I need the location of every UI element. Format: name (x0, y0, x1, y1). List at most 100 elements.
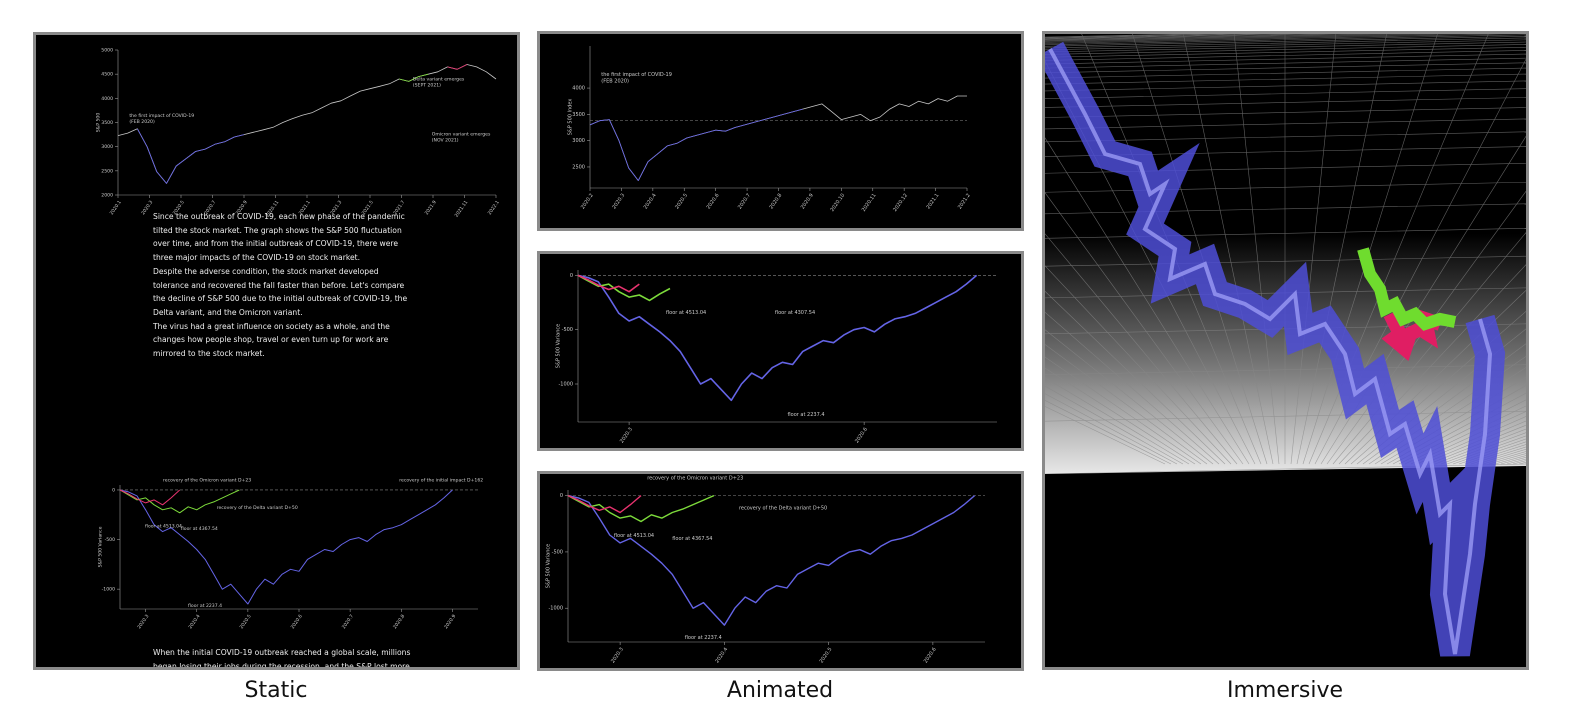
grid-line-3d (1045, 34, 1526, 46)
annotation: floor at 2237.4 (788, 412, 825, 418)
annotation: floor at 4513.04 (614, 533, 654, 539)
y-tick-label: 5000 (101, 48, 113, 54)
annotation: (NOV 2021) (432, 138, 459, 144)
x-tick-label: 2020.2 (580, 193, 595, 211)
grid-line-3d (1045, 57, 1526, 69)
annotation: Omicron variant emerges (432, 132, 491, 138)
grid-line-3d (1045, 46, 1526, 58)
scene-3d (1045, 34, 1526, 667)
annotation: (FEB 2020) (601, 78, 629, 84)
x-tick-label: 2021.1 (925, 193, 940, 211)
paragraph: When the initial COVID-19 outbreak reach… (153, 648, 411, 670)
grid-line-3d (1233, 34, 1280, 465)
series-line (399, 73, 429, 82)
y-tick-label: 2500 (572, 164, 585, 170)
grid-line-3d (1045, 34, 1371, 41)
grid-line-3d (1045, 62, 1526, 74)
animated-panel: S&P 500 Variance -1000 -500 0 2020.3 2020.4 20… (537, 471, 1024, 671)
grid-line-3d (1045, 367, 1196, 465)
grid-line-3d (1302, 34, 1438, 465)
grid-line-3d (1045, 344, 1208, 465)
grid-line-3d (1045, 131, 1526, 143)
annotation: (SEPT 2021) (413, 83, 441, 89)
annotation: floor at 2237.4 (188, 603, 222, 609)
caption: Immersive (1226, 678, 1344, 703)
chart: S&P 500 Variance -1000 -500 0 2020.3 2020.4 20… (546, 475, 985, 665)
series-line (589, 108, 803, 181)
animated-panel: S&P 500 Index 2500 3000 3500 4000 2020.2 2020.… (537, 31, 1024, 231)
x-tick-label: 2020.1 (109, 200, 123, 217)
caption: Animated (726, 678, 834, 703)
ribbon-highlight (1048, 48, 1493, 655)
annotation: recovery of the Delta variant D+50 (217, 505, 298, 511)
grid-line-3d (1045, 50, 1526, 61)
grid-line-3d (1045, 73, 1526, 85)
y-axis-label: S&P 500 (96, 113, 102, 133)
y-tick-label: 3000 (572, 138, 585, 144)
y-tick-label: 0 (560, 493, 563, 499)
x-tick-label: 2020.4 (714, 647, 729, 665)
y-tick-label: -1000 (548, 606, 563, 612)
grid-line-3d (1380, 376, 1526, 465)
series-line (447, 64, 468, 70)
annotation: recovery of the Delta variant D+50 (739, 506, 827, 512)
y-tick-label: 4500 (101, 72, 113, 78)
chart: S&P 500 Index 2500 3000 3500 4000 2020.2 2020.… (568, 46, 972, 213)
x-tick-label: 2020.3 (610, 647, 625, 665)
grid-line-3d (1045, 34, 1301, 40)
grid-line-3d (1045, 34, 1205, 38)
grid-line-3d (1045, 377, 1190, 465)
x-tick-label: 2020.8 (392, 614, 406, 631)
grid-line-3d (1045, 44, 1526, 55)
chart: S&P 500 Variance -1000 -500 0 2020.3 2020.4 20… (98, 478, 484, 631)
x-tick-label: 2020.3 (619, 427, 634, 445)
grid-line-3d (1045, 39, 1526, 51)
y-axis-label: S&P 500 Variance (556, 324, 562, 368)
y-tick-label: 2000 (101, 193, 113, 199)
grid-line-3d (1045, 97, 1526, 108)
grid-line-3d (1045, 137, 1250, 465)
y-axis-label: S&P 500 Index (568, 99, 574, 136)
grid-line-3d (1132, 34, 1268, 465)
annotation: floor at 4513.04 (666, 310, 706, 316)
grid-line-3d (1045, 118, 1526, 130)
grid-line-3d (1296, 34, 1387, 465)
annotation: floor at 4307.54 (775, 310, 815, 316)
grid-line-3d (1045, 329, 1214, 465)
x-tick-label: 2020.3 (136, 614, 150, 631)
x-tick-label: 2020.9 (800, 193, 815, 211)
x-tick-label: 2020.5 (674, 193, 689, 211)
floor (1045, 466, 1526, 667)
y-tick-label: -500 (105, 537, 116, 543)
ribbon-delta (1357, 247, 1457, 331)
grid-line-3d (1045, 265, 1232, 465)
annotation: Delta variant emerges (413, 77, 465, 83)
grid-line-3d (1045, 356, 1202, 465)
x-tick-label: 2021.2 (957, 193, 972, 211)
grid-line-3d (1350, 311, 1526, 465)
annotation: floor at 4367.54 (672, 536, 712, 542)
grid-line-3d (1045, 34, 1414, 42)
x-tick-label: 2020.6 (706, 193, 721, 211)
grid-line-3d (1045, 34, 1517, 44)
prose: Since the outbreak of COVID-19, each new… (153, 210, 415, 361)
grid-line-3d (1045, 290, 1226, 465)
x-tick-label: 2020.7 (737, 193, 752, 211)
series-line (119, 489, 181, 506)
series-line (567, 494, 976, 626)
grid-line-3d (1362, 343, 1526, 465)
annotation: recovery of the Omicron variant D+23 (647, 475, 743, 481)
grid-line-3d (1045, 228, 1526, 239)
grid-line-3d (1045, 37, 1526, 49)
grid-line-3d (1386, 385, 1526, 465)
paragraph: The virus had a great influence on socie… (153, 321, 390, 359)
x-tick-label: 2020.7 (341, 614, 355, 631)
x-tick-label: 2020.6 (854, 427, 869, 445)
x-tick-label: 2020.8 (768, 193, 783, 211)
grid-line-3d (1045, 255, 1526, 267)
series-line (567, 494, 715, 523)
x-tick-label: 2021.11 (454, 200, 470, 219)
grid-line-3d (1356, 328, 1526, 465)
grid-line-3d (1045, 233, 1238, 465)
